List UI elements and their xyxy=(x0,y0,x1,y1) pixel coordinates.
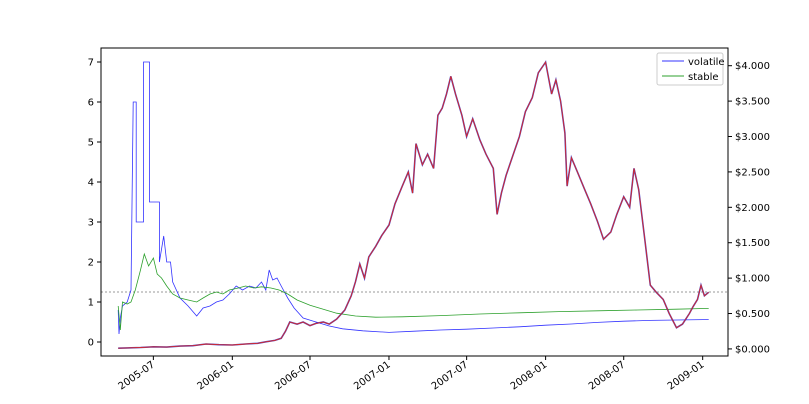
right-tick-label: $3.000 xyxy=(735,132,770,143)
legend-label-stable: stable xyxy=(688,72,719,83)
bottom-tick-label: 2009-01 xyxy=(666,359,707,392)
bottom-tick-label: 2006-07 xyxy=(273,359,314,392)
bottom-tick-label: 2006-01 xyxy=(195,359,236,392)
series-line-stable xyxy=(117,252,709,331)
plot-frame xyxy=(100,47,729,357)
series-layer xyxy=(117,60,710,349)
bottom-tick-label: 2007-01 xyxy=(352,359,393,392)
left-tick-label: 6 xyxy=(88,98,94,109)
left-tick-label: 7 xyxy=(88,58,94,69)
left-tick-label: 5 xyxy=(88,138,94,149)
right-tick-label: $2.000 xyxy=(735,203,770,214)
legend-label-volatile: volatile xyxy=(688,57,725,68)
right-tick-label: $1.000 xyxy=(735,274,770,285)
right-tick-label: $4.000 xyxy=(735,61,770,72)
bottom-tick-label: 2007-07 xyxy=(430,359,471,392)
right-tick-label: $2.500 xyxy=(735,167,770,178)
left-tick-label: 0 xyxy=(88,338,94,349)
left-tick-label: 4 xyxy=(88,178,94,189)
left-tick-label: 1 xyxy=(88,298,94,309)
right-tick-label: $1.500 xyxy=(735,238,770,249)
right-tick-label: $3.500 xyxy=(735,97,770,108)
plot-area xyxy=(101,48,728,356)
left-tick-label: 2 xyxy=(88,258,94,269)
series-line-volatile xyxy=(117,61,709,335)
bottom-tick-label: 2008-07 xyxy=(587,359,628,392)
left-tick-label: 3 xyxy=(88,218,94,229)
left-axis: 0 1 2 3 4 5 6 7 xyxy=(88,58,101,349)
bottom-axis: 2005-07 2006-01 2006-07 2007-01 2007-07 2008-… xyxy=(117,356,707,392)
bottom-tick-label: 2008-01 xyxy=(509,359,550,392)
right-tick-label: $0.500 xyxy=(735,309,770,320)
legend: volatile stable xyxy=(656,52,725,86)
right-axis: $0.000 $0.500 $1.000 $1.500 $2.000 $2.500 $3.0… xyxy=(728,61,770,355)
series-line-price xyxy=(118,61,709,349)
bottom-tick-label: 2005-07 xyxy=(117,359,158,392)
right-tick-label: $0.000 xyxy=(735,344,770,355)
